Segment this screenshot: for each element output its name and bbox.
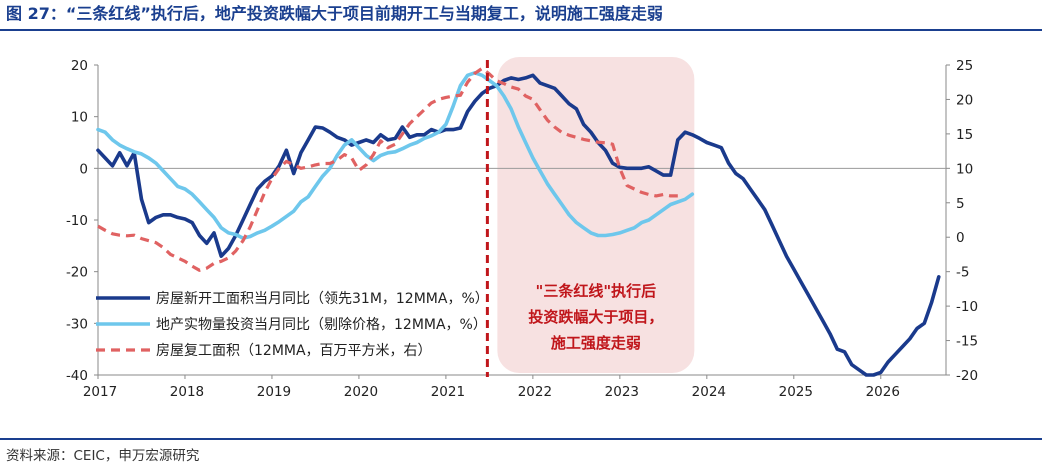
left-tick-label: 10 (71, 110, 88, 126)
left-tick-label: -20 (66, 265, 88, 281)
x-tick-label: 2021 (431, 384, 465, 400)
left-tick-label: -30 (66, 316, 88, 332)
left-tick-label: -10 (66, 213, 88, 229)
series-line-3 (97, 66, 678, 272)
right-tick-label: 25 (956, 58, 973, 74)
x-tick-label: 2024 (692, 384, 726, 400)
left-tick-label: 20 (71, 58, 88, 74)
right-tick-label: 10 (956, 161, 973, 177)
x-tick-label: 2023 (605, 384, 639, 400)
legend-label-3: 房屋复工面积（12MMA，百万平方米，右） (156, 342, 432, 359)
x-tick-label: 2018 (170, 384, 204, 400)
right-tick-label: 5 (956, 196, 965, 212)
right-tick-label: 20 (956, 92, 973, 108)
legend-label-2: 地产实物量投资当月同比（剔除价格，12MMA，%） (156, 317, 487, 333)
x-tick-label: 2025 (779, 384, 813, 400)
x-tick-label: 2020 (344, 384, 378, 400)
annotation-line-1: "三条红线"执行后 (536, 282, 657, 300)
left-tick-label: 0 (79, 161, 88, 177)
highlight-region (497, 57, 695, 373)
chart-axes: 20 10 0 -10 -20 -30 -40 25 20 15 10 5 0 -5 -10 -15 -20 20… (66, 58, 978, 400)
title-divider (0, 29, 1042, 31)
x-tick-label: 2022 (518, 384, 552, 400)
x-tick-label: 2026 (866, 384, 900, 400)
left-tick-label: -40 (66, 368, 88, 384)
source-note: 资料来源：CEIC，申万宏源研究 (6, 448, 200, 464)
right-tick-label: -10 (956, 299, 978, 315)
series-line-2 (96, 71, 695, 240)
right-tick-label: -20 (956, 368, 978, 384)
right-tick-label: -15 (956, 334, 978, 350)
right-tick-label: 0 (956, 230, 965, 246)
right-tick-label: 15 (956, 127, 973, 143)
legend-label-1: 房屋新开工面积当月同比（领先31M，12MMA，%） (156, 291, 489, 307)
x-tick-label: 2017 (83, 384, 117, 400)
series-line-1 (96, 73, 941, 377)
annotation-line-2: 投资跌幅大于项目， (528, 308, 663, 326)
x-tick-label: 2019 (257, 384, 291, 400)
annotation-line-3: 施工强度走弱 (551, 334, 641, 352)
legend: 房屋新开工面积当月同比（领先31M，12MMA，%） 地产实物量投资当月同比（剔除… (96, 291, 489, 359)
right-tick-label: -5 (956, 265, 969, 281)
figure-title: 图 27：“三条红线”执行后，地产投资跌幅大于项目前期开工与当期复工，说明施工强… (6, 4, 663, 23)
footer-divider (0, 438, 1042, 440)
series-layer (96, 66, 941, 377)
